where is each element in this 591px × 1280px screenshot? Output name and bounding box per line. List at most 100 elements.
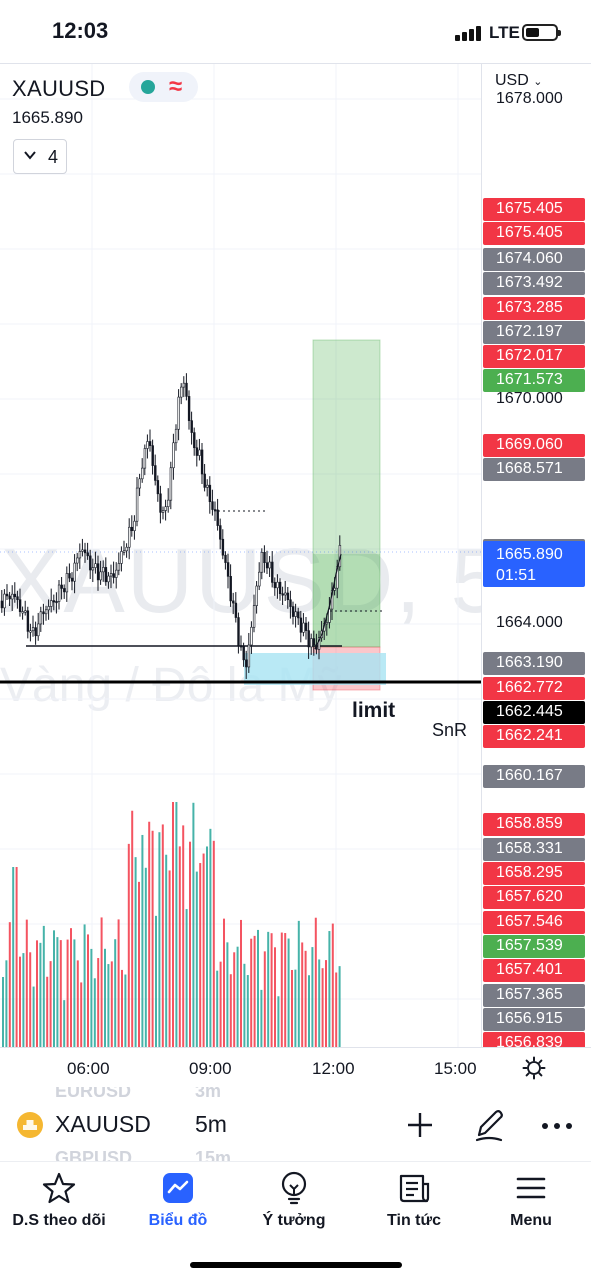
demand-zone[interactable] <box>244 653 386 685</box>
star-icon <box>41 1170 77 1206</box>
volume-bar <box>274 947 276 1047</box>
price-label: 1663.190 <box>483 652 585 675</box>
volume-bar <box>305 951 307 1047</box>
candle-up <box>58 585 60 601</box>
volume-bar <box>277 996 279 1047</box>
candle-down <box>149 441 151 445</box>
candlestick-series[interactable] <box>1 373 341 679</box>
nav-watchlist[interactable]: D.S theo dõi <box>6 1170 112 1240</box>
volume-bar <box>26 920 28 1047</box>
volume-bar <box>67 940 69 1047</box>
candle-down <box>14 594 16 597</box>
candle-up <box>269 562 271 568</box>
pen-icon[interactable] <box>473 1107 505 1143</box>
candle-down <box>160 494 162 513</box>
price-label: 1671.573 <box>483 369 585 392</box>
chart-settings-icon[interactable] <box>522 1056 546 1080</box>
volume-bar <box>339 966 341 1047</box>
nav-news-label: Tin tức <box>376 1212 452 1230</box>
time-label: 09:00 <box>189 1059 232 1079</box>
volume-bar <box>63 1000 65 1047</box>
market-status-pill[interactable]: ≈ <box>129 72 198 102</box>
indicator-count: 4 <box>48 147 58 168</box>
candle-down <box>274 582 276 587</box>
candle-down <box>266 563 268 568</box>
candle-down <box>282 594 284 596</box>
candle-down <box>43 612 45 614</box>
volume-bar <box>36 940 38 1047</box>
indicator-toggle-button[interactable]: 4 <box>13 139 67 174</box>
candle-down <box>191 421 193 433</box>
volume-bar <box>226 942 228 1047</box>
candle-down <box>87 553 89 556</box>
volume-bar <box>16 867 18 1047</box>
candle-up <box>261 552 263 572</box>
candle-down <box>1 601 3 608</box>
volume-bar <box>260 990 262 1047</box>
candle-down <box>188 396 190 420</box>
volume-bar <box>118 919 120 1047</box>
volume-bar <box>124 975 126 1047</box>
candle-up <box>110 574 112 577</box>
ghost-interval-below: 15m <box>195 1148 231 1161</box>
candle-up <box>173 443 175 468</box>
candle-down <box>61 585 63 588</box>
time-axis[interactable]: 06:00 09:00 12:00 15:00 <box>0 1047 591 1087</box>
volume-bar <box>325 960 327 1047</box>
price-axis[interactable]: USD ⌄ 1678.000 1670.000 1668.000 1664.00… <box>481 64 591 1047</box>
candle-up <box>178 397 180 429</box>
volume-bar <box>264 951 266 1047</box>
candle-up <box>136 488 138 521</box>
hamburger-menu-icon <box>513 1170 549 1206</box>
candle-down <box>69 573 71 578</box>
candle-up <box>82 550 84 552</box>
chart-canvas[interactable] <box>0 64 481 1047</box>
delayed-data-icon: ≈ <box>169 73 182 101</box>
candle-up <box>303 623 305 632</box>
volume-bar <box>53 930 55 1047</box>
price-label: 1669.060 <box>483 434 585 457</box>
more-dots-icon[interactable] <box>540 1113 574 1139</box>
symbol-selector[interactable]: XAUUSD <box>55 1111 151 1138</box>
candle-up <box>167 500 169 507</box>
ghost-symbol-below: GBPUSD <box>55 1148 132 1161</box>
volume-bar <box>135 857 137 1047</box>
candle-down <box>154 466 156 481</box>
snr-label[interactable]: SnR <box>432 720 467 741</box>
candle-up <box>32 628 34 631</box>
nav-menu[interactable]: Menu <box>496 1170 566 1240</box>
candle-up <box>48 606 50 609</box>
volume-bar <box>332 924 334 1047</box>
candle-up <box>253 606 255 628</box>
candle-down <box>196 448 198 456</box>
volume-bar <box>39 943 41 1047</box>
currency-select[interactable]: USD ⌄ <box>495 72 542 90</box>
candle-down <box>152 446 154 466</box>
nav-news[interactable]: Tin tức <box>376 1170 452 1240</box>
nav-chart[interactable]: Biểu đồ <box>140 1170 216 1240</box>
plus-icon[interactable] <box>405 1110 435 1140</box>
candle-up <box>144 448 146 468</box>
candle-up <box>95 564 97 568</box>
price-label: 1657.401 <box>483 959 585 982</box>
signal-icon <box>455 25 483 41</box>
volume-bar <box>267 932 269 1047</box>
volume-bar <box>162 824 164 1047</box>
interval-selector[interactable]: 5m <box>195 1111 227 1138</box>
candle-up <box>79 551 81 558</box>
volume-bar <box>2 977 4 1047</box>
candle-up <box>141 468 143 479</box>
limit-label[interactable]: limit <box>352 699 395 723</box>
chevron-down-icon: ⌄ <box>533 76 542 88</box>
candle-down <box>305 623 307 631</box>
volume-bar <box>152 831 154 1047</box>
chart-area[interactable]: XAUUSD, 5 Vàng / Đô la Mỹ limit SnR 1 <box>0 64 481 1047</box>
time-label: 06:00 <box>67 1059 110 1079</box>
projection-zone <box>313 554 380 647</box>
volume-bar <box>46 977 48 1047</box>
price-label: 1656.839 <box>483 1032 585 1047</box>
nav-ideas[interactable]: Ý tưởng <box>256 1170 332 1240</box>
volume-bar <box>271 933 273 1047</box>
chart-symbol-title[interactable]: XAUUSD <box>12 76 106 102</box>
candle-up <box>92 568 94 570</box>
